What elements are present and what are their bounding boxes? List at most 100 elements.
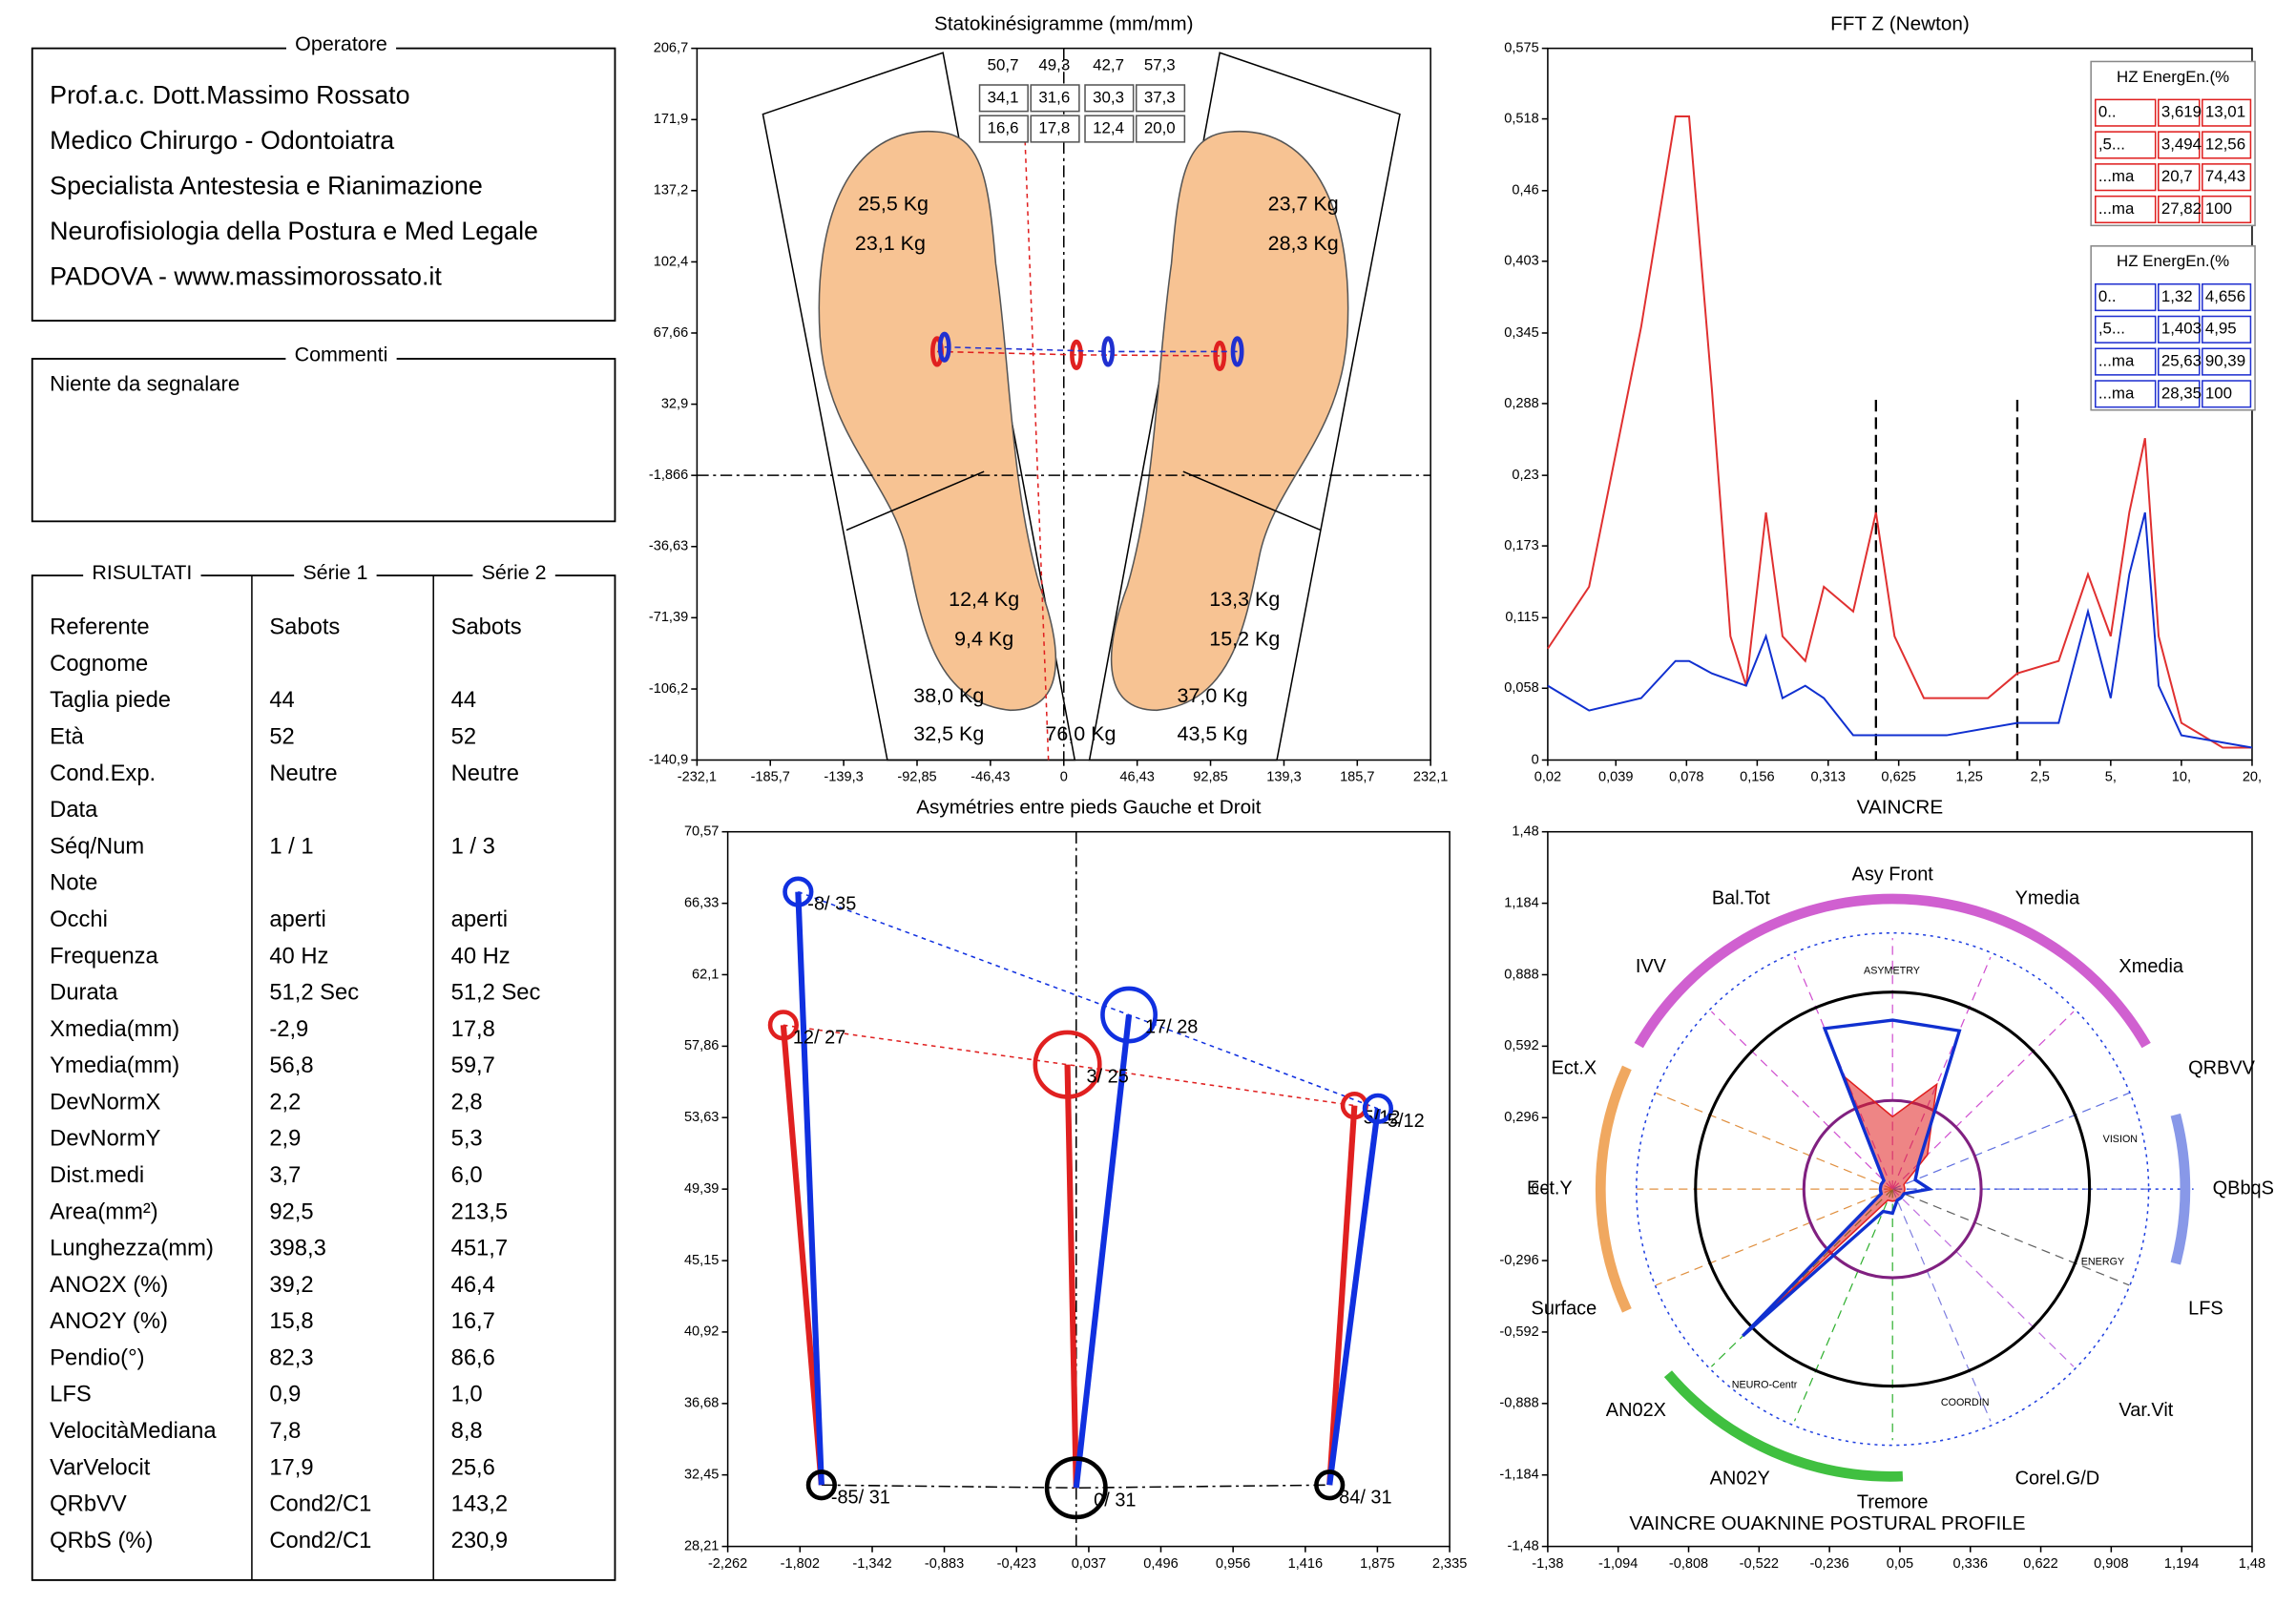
point: [1362, 1093, 1394, 1124]
y-tick-label: 171,9: [654, 112, 688, 127]
x-tick-label: 46,43: [1119, 770, 1154, 785]
result-value: Cond2/C1: [269, 1491, 371, 1517]
point-label: 12/ 27: [793, 1027, 845, 1048]
foot-outline: [818, 131, 1057, 712]
y-tick-label: 66,33: [684, 895, 719, 910]
cop-link: [944, 345, 1238, 353]
x-tick-label: 0,02: [1534, 770, 1561, 785]
category-label: Asy Front: [1852, 865, 1934, 886]
x-tick-label: 0,05: [1887, 1556, 1913, 1572]
table-value: 0..: [2098, 287, 2117, 305]
title-background: [285, 32, 397, 56]
x-tick-label: 0: [1060, 770, 1068, 785]
x-tick-label: 0,956: [1216, 1556, 1250, 1572]
x-tick-label: -1,094: [1598, 1556, 1638, 1572]
x-tick-label: -185,7: [751, 770, 790, 785]
x-tick-label: -0,522: [1740, 1556, 1779, 1572]
y-tick-label: 0,592: [1504, 1038, 1538, 1053]
x-tick-label: 20,: [2243, 770, 2262, 785]
y-tick-label: 1,184: [1504, 895, 1538, 910]
cop-point: [1213, 340, 1227, 372]
weight-label: 38,0 Kg: [913, 684, 984, 707]
table-cell: [2202, 380, 2252, 408]
x-tick-label: 1,48: [2239, 1556, 2265, 1572]
result-value: 143,2: [451, 1491, 508, 1517]
table-cell: [2095, 380, 2157, 408]
operator-line: PADOVA - www.massimorossato.it: [50, 262, 442, 291]
table-value: 100: [2205, 384, 2232, 402]
result-label: Cognome: [50, 651, 148, 677]
weight-label: 12,4 Kg: [949, 588, 1019, 611]
point: [1314, 1470, 1346, 1501]
table-value: 74,43: [2205, 167, 2245, 185]
result-label: ANO2Y (%): [50, 1308, 168, 1334]
table-cell: [2202, 347, 2252, 376]
y-tick-label: 40,92: [684, 1324, 719, 1340]
chart-title: Statokinésigramme (mm/mm): [934, 13, 1193, 35]
spoke: [1891, 956, 1992, 1190]
result-label: Xmedia(mm): [50, 1016, 179, 1042]
support-plate: [762, 52, 1076, 761]
x-tick-label: 0,078: [1669, 770, 1703, 785]
result-value: 17,8: [451, 1016, 495, 1042]
result-value: 52: [269, 724, 294, 750]
table-value: 3,494: [2161, 135, 2202, 153]
chart-title: Asymétries entre pieds Gauche et Droit: [916, 797, 1262, 819]
spoke: [1891, 1188, 2130, 1286]
x-tick-label: -2,262: [708, 1556, 747, 1572]
x-tick-label: 2,5: [2031, 770, 2050, 785]
table-cell: [2157, 380, 2201, 408]
table-value: 34,1: [988, 88, 1019, 106]
result-label: Età: [50, 724, 84, 750]
y-tick-label: 62,1: [692, 967, 719, 982]
x-tick-label: -1,38: [1532, 1556, 1563, 1572]
foot-divider: [845, 470, 985, 532]
result-label: Note: [50, 870, 97, 896]
point-label: 84/ 31: [1339, 1487, 1391, 1508]
weight-label: 23,7 Kg: [1268, 193, 1339, 216]
weight-label: 43,5 Kg: [1178, 722, 1248, 745]
x-tick-label: -232,1: [678, 770, 717, 785]
ring: [1802, 1098, 1983, 1280]
result-label: Séq/Num: [50, 833, 144, 859]
weight-label: 37,0 Kg: [1178, 684, 1248, 707]
result-value: 16,7: [451, 1308, 495, 1334]
table-cell: [1084, 84, 1135, 113]
table-cell: [1030, 84, 1080, 113]
x-tick-label: 0,039: [1598, 770, 1633, 785]
result-value: 2,8: [451, 1089, 483, 1115]
point: [805, 1470, 837, 1501]
x-tick-label: 1,25: [1956, 770, 1983, 785]
x-tick-label: 5,: [2105, 770, 2117, 785]
x-tick-label: -139,3: [824, 770, 863, 785]
cop-link: [936, 350, 1221, 357]
table-value: 57,3: [1144, 56, 1176, 74]
y-tick-label: 0,888: [1504, 967, 1538, 982]
table-value: 20,0: [1144, 119, 1176, 137]
result-value: 1 / 1: [269, 833, 313, 859]
y-tick-label: -0,296: [1499, 1253, 1538, 1268]
result-value: 15,8: [269, 1308, 313, 1334]
table-cell: [2157, 163, 2201, 192]
result-value: 3,7: [269, 1162, 301, 1188]
table-cell: [2095, 163, 2157, 192]
result-label: Referente: [50, 615, 149, 640]
table-cell: [2095, 98, 2157, 127]
category-label: AN02X: [1606, 1400, 1666, 1421]
result-label: LFS: [50, 1382, 92, 1407]
spectrum-line: [1547, 511, 2253, 749]
result-value: 0,9: [269, 1382, 301, 1407]
result-value: 40 Hz: [451, 943, 511, 969]
x-tick-label: -0,236: [1809, 1556, 1848, 1572]
x-tick-label: 1,416: [1288, 1556, 1323, 1572]
result-label: VelocitàMediana: [50, 1418, 217, 1444]
x-tick-label: 185,7: [1340, 770, 1374, 785]
y-tick-label: 0,288: [1504, 396, 1538, 411]
table-cell: [2202, 163, 2252, 192]
point-label: 17/ 28: [1145, 1017, 1198, 1038]
y-tick-label: 0,518: [1504, 111, 1538, 126]
x-tick-label: 0,625: [1881, 770, 1915, 785]
asymmetry-stem: [795, 891, 824, 1486]
table-value: 1,403: [2161, 320, 2202, 338]
